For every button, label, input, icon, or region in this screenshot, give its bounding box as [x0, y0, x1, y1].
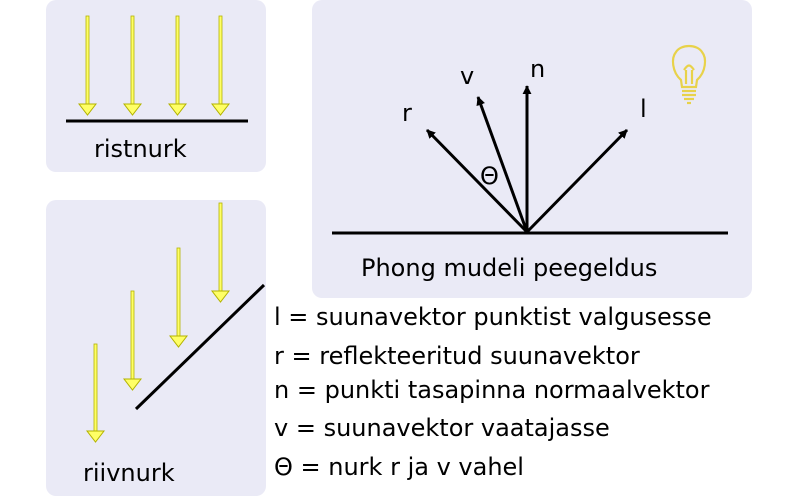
reflected-vector-r	[425, 128, 529, 234]
tilted-surface-line	[134, 283, 266, 411]
legend-item-n: n = punkti tasapinna normaalvektor	[274, 376, 710, 404]
oblique-panel	[46, 200, 266, 496]
oblique-rays	[85, 202, 231, 443]
oblique-caption: riivnurk	[83, 459, 175, 487]
view-vector-v	[476, 96, 529, 233]
vector-label-r: r	[402, 99, 412, 127]
ray-arrow	[210, 15, 231, 116]
perpendicular-rays	[77, 15, 231, 116]
phong-caption: Phong mudeli peegeldus	[361, 254, 658, 282]
light-vector-l	[525, 128, 629, 234]
ray-arrow	[210, 202, 231, 303]
ray-arrow	[85, 343, 106, 443]
perpendicular-caption: ristnurk	[94, 135, 187, 163]
ray-arrow	[167, 15, 188, 116]
legend-item-r: r = reflekteeritud suunavektor	[274, 342, 640, 370]
perpendicular-panel	[46, 0, 266, 172]
ray-arrow	[122, 290, 143, 391]
vector-label-v: v	[460, 62, 475, 90]
ray-arrow	[168, 247, 189, 348]
vector-label-l: l	[640, 95, 647, 123]
ray-arrow	[77, 15, 98, 116]
vector-label-n: n	[530, 55, 546, 83]
lightbulb-icon	[671, 44, 707, 105]
angle-label-theta: Θ	[480, 162, 499, 190]
ray-arrow	[122, 15, 143, 116]
legend-item-v: v = suunavektor vaatajasse	[274, 414, 610, 442]
legend-item-theta: Θ = nurk r ja v vahel	[274, 453, 524, 481]
legend-item-l: l = suunavektor punktist valgusesse	[274, 303, 712, 331]
